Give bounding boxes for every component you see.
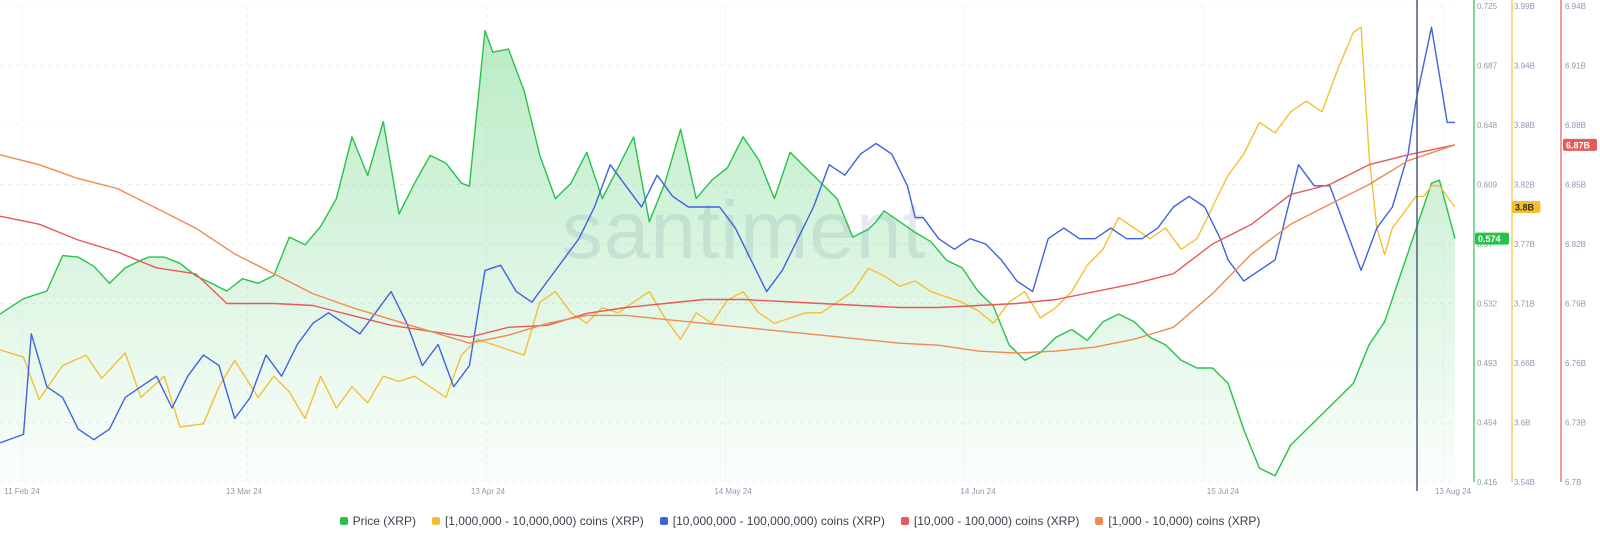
- legend-label: [1,000 - 10,000) coins (XRP): [1108, 514, 1261, 528]
- legend-item-2[interactable]: [10,000,000 - 100,000,000) coins (XRP): [659, 514, 885, 528]
- axis-tick-label-price: 0.687: [1477, 62, 1498, 71]
- x-tick-label: 14 May 24: [714, 487, 752, 496]
- axis-tick-label-coins_1m_10m: 3.66B: [1514, 359, 1535, 368]
- axis-tick-label-coins_1m_10m: 3.71B: [1514, 300, 1535, 309]
- legend-label: [10,000 - 100,000) coins (XRP): [913, 514, 1080, 528]
- axis-tick-label-price: 0.532: [1477, 300, 1498, 309]
- axis-tick-label-coins_10k_100k: 6.7B: [1565, 478, 1581, 487]
- x-tick-label: 13 Mar 24: [226, 487, 263, 496]
- axis-tick-label-coins_1m_10m: 3.88B: [1514, 121, 1535, 130]
- legend-item-1[interactable]: [1,000,000 - 10,000,000) coins (XRP): [431, 514, 644, 528]
- axis-tick-label-price: 0.493: [1477, 359, 1498, 368]
- axis-tick-label-price: 0.416: [1477, 478, 1498, 487]
- value-badge-text: 6.87B: [1566, 140, 1591, 150]
- series-line-0: [0, 29, 1456, 477]
- x-tick-label: 14 Jun 24: [960, 487, 996, 496]
- axis-tick-label-coins_1m_10m: 3.54B: [1514, 478, 1535, 487]
- x-tick-label: 13 Aug 24: [1435, 487, 1472, 496]
- legend-swatch: [900, 517, 909, 525]
- axis-tick-label-coins_1m_10m: 3.6B: [1514, 419, 1530, 428]
- legend-item-4[interactable]: [1,000 - 10,000) coins (XRP): [1095, 514, 1260, 528]
- value-badge-text: 0.574: [1478, 234, 1501, 244]
- legend-item-0[interactable]: Price (XRP): [339, 514, 416, 528]
- series-layer: [0, 26, 1456, 482]
- value-badge-price: 0.574: [1475, 232, 1509, 245]
- x-tick-label: 15 Jul 24: [1207, 487, 1240, 496]
- axis-tick-label-coins_1m_10m: 3.82B: [1514, 181, 1535, 190]
- legend-item-3[interactable]: [10,000 - 100,000) coins (XRP): [900, 514, 1080, 528]
- series-line-2: [0, 26, 1455, 444]
- value-badge-coins_10k_100k: 6.87B: [1563, 138, 1597, 151]
- axes-layer: 0.7250.6870.6480.6090.570.5320.4930.4540…: [1473, 0, 1597, 487]
- legend-label: Price (XRP): [352, 514, 416, 528]
- value-badge-coins_1m_10m: 3.8B: [1512, 200, 1541, 213]
- value-badge-text: 3.8B: [1515, 202, 1535, 212]
- legend-swatch: [1095, 517, 1104, 525]
- legend-label: [1,000,000 - 10,000,000) coins (XRP): [444, 514, 644, 528]
- x-tick-label: 11 Feb 24: [4, 487, 40, 496]
- axis-tick-label-coins_10k_100k: 6.76B: [1565, 359, 1586, 368]
- axis-tick-label-coins_1m_10m: 3.94B: [1514, 62, 1535, 71]
- axis-tick-label-price: 0.609: [1477, 181, 1498, 190]
- x-axis: 11 Feb 24 13 Mar 24 13 Apr 24 14 May 24 14 J…: [4, 487, 1471, 496]
- series-line-4: [0, 144, 1456, 354]
- axis-tick-label-coins_10k_100k: 6.79B: [1565, 300, 1586, 309]
- axis-tick-label-coins_10k_100k: 6.82B: [1565, 240, 1586, 249]
- axis-tick-label-coins_1m_10m: 3.99B: [1514, 2, 1535, 11]
- legend: Price (XRP) [1,000,000 - 10,000,000) coin…: [0, 513, 1600, 529]
- axis-tick-label-price: 0.648: [1477, 121, 1498, 130]
- axis-tick-label-coins_1m_10m: 3.77B: [1514, 240, 1535, 249]
- axis-tick-label-coins_10k_100k: 6.73B: [1565, 419, 1586, 428]
- price-area-fill: [0, 30, 1455, 482]
- series-line-3: [0, 144, 1456, 338]
- axis-tick-label-coins_10k_100k: 6.94B: [1565, 2, 1586, 11]
- x-tick-label: 13 Apr 24: [471, 487, 506, 496]
- axis-tick-label-price: 0.454: [1477, 419, 1498, 428]
- legend-label: [10,000,000 - 100,000,000) coins (XRP): [672, 514, 885, 528]
- axis-tick-label-price: 0.725: [1477, 2, 1498, 11]
- axis-tick-label-coins_10k_100k: 6.91B: [1565, 62, 1586, 71]
- legend-swatch: [431, 517, 440, 525]
- axis-tick-label-coins_10k_100k: 6.85B: [1565, 181, 1586, 190]
- legend-swatch: [339, 517, 348, 525]
- series-line-1: [0, 26, 1456, 428]
- axis-tick-label-coins_10k_100k: 6.88B: [1565, 121, 1586, 130]
- legend-swatch: [659, 517, 668, 525]
